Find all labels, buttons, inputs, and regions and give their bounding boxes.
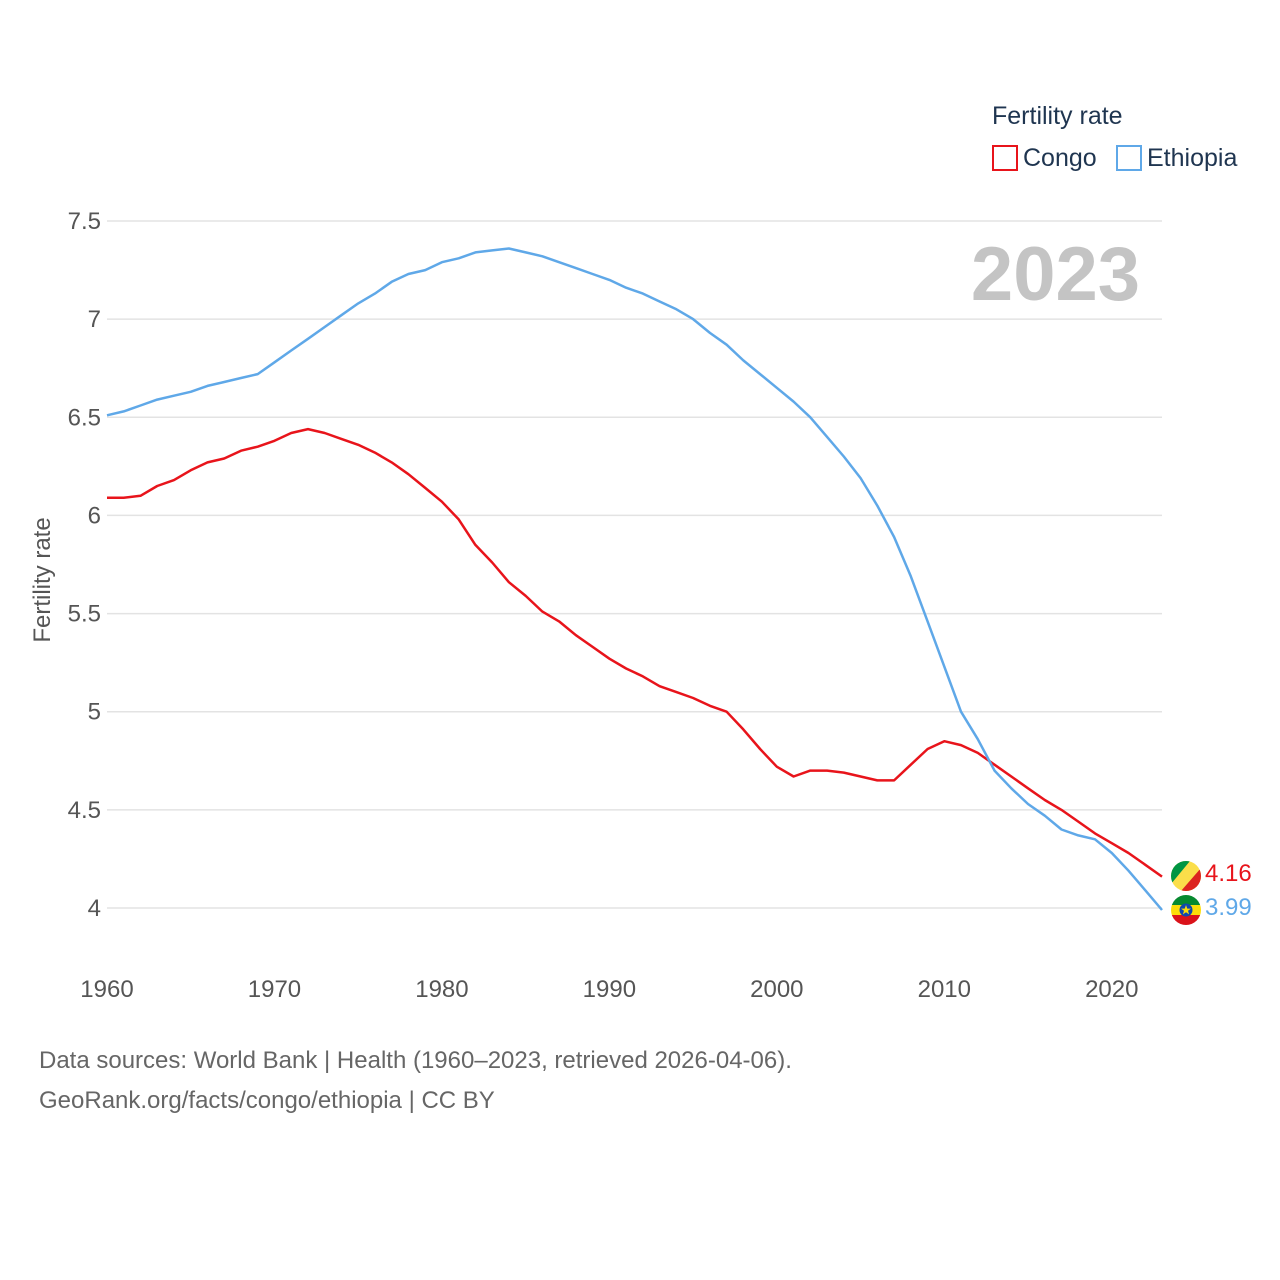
series-line-ethiopia — [106, 247, 1163, 911]
y-tick-label: 7 — [88, 306, 101, 333]
x-tick-label: 1970 — [248, 976, 301, 1003]
gridlines — [107, 220, 1162, 909]
x-tick-label: 1960 — [80, 976, 133, 1003]
y-tick-label: 5 — [88, 699, 101, 726]
legend-title: Fertility rate — [992, 102, 1123, 130]
legend: Fertility rate Congo Ethiopia — [992, 102, 1237, 172]
x-tick-label: 2010 — [918, 976, 971, 1003]
y-axis-ticks: 4 4.5 5 5.5 6 6.5 7 7.5 — [68, 208, 101, 922]
attribution-text: GeoRank.org/facts/congo/ethiopia | CC BY — [39, 1087, 495, 1114]
y-tick-label: 6.5 — [68, 404, 101, 431]
y-tick-label: 6 — [88, 502, 101, 529]
legend-label-ethiopia: Ethiopia — [1147, 144, 1237, 172]
ethiopia-flag-icon — [1171, 895, 1201, 925]
legend-entry-congo[interactable]: Congo — [992, 144, 1097, 172]
x-tick-label: 2000 — [750, 976, 803, 1003]
legend-label-congo: Congo — [1023, 144, 1097, 172]
y-tick-label: 5.5 — [68, 601, 101, 628]
x-tick-label: 1980 — [415, 976, 468, 1003]
legend-swatch-congo — [992, 145, 1018, 171]
series-line-congo — [107, 427, 1163, 878]
x-axis-ticks: 1960 1970 1980 1990 2000 2010 2020 — [80, 976, 1138, 1003]
x-tick-label: 1990 — [583, 976, 636, 1003]
data-source-text: Data sources: World Bank | Health (1960–… — [39, 1047, 792, 1074]
legend-swatch-ethiopia — [1116, 145, 1142, 171]
y-tick-label: 4.5 — [68, 797, 101, 824]
y-tick-label: 4 — [88, 895, 101, 922]
end-value-label-congo: 4.16 — [1205, 860, 1252, 887]
x-tick-label: 2020 — [1085, 976, 1138, 1003]
y-tick-label: 7.5 — [68, 208, 101, 235]
end-value-label-ethiopia: 3.99 — [1205, 894, 1252, 921]
legend-entry-ethiopia[interactable]: Ethiopia — [1116, 144, 1237, 172]
y-axis-title: Fertility rate — [29, 517, 56, 642]
congo-flag-icon — [1171, 861, 1201, 891]
year-watermark: 2023 — [971, 232, 1140, 317]
